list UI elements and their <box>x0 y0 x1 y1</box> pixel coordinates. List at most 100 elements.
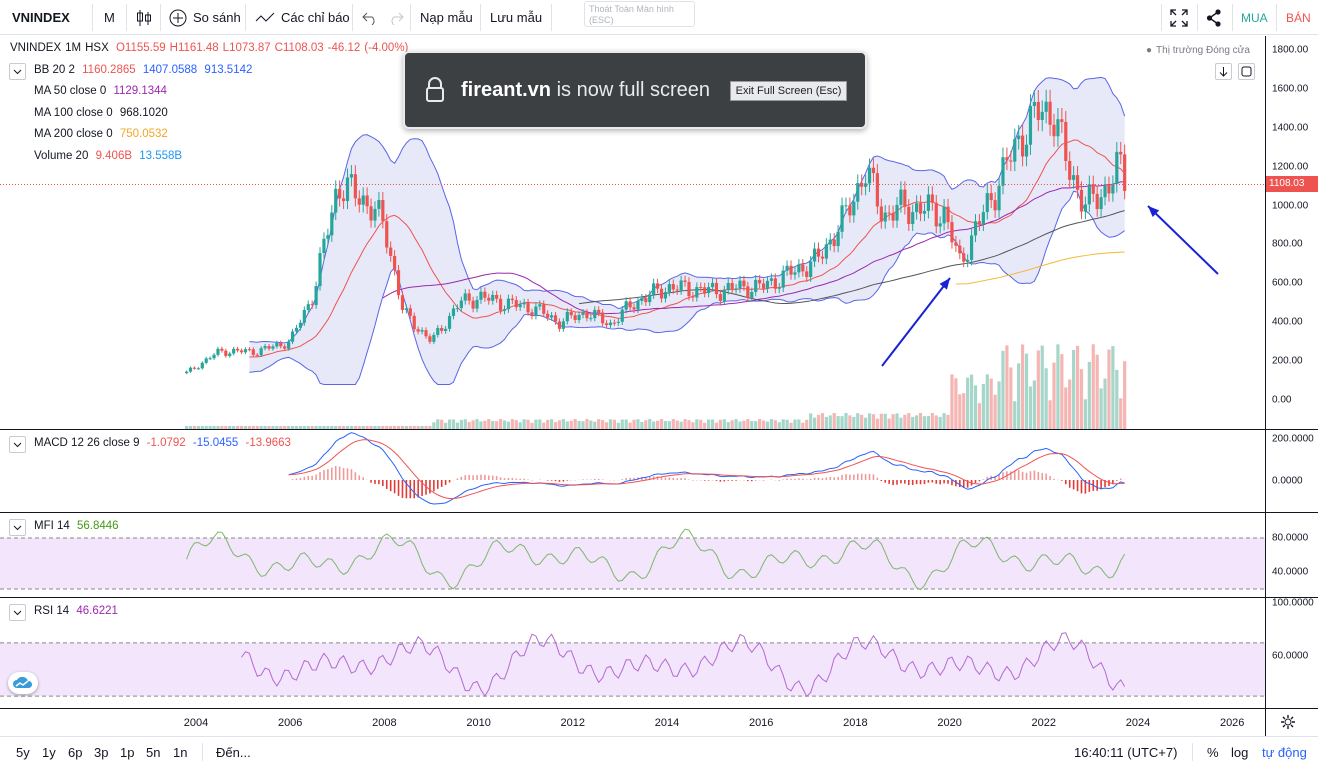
rsi-scale[interactable]: 100.0000 60.0000 <box>1265 598 1318 708</box>
candle-body <box>699 286 703 288</box>
time-axis[interactable]: 2004 2006 2008 2010 2012 2014 2016 2018 2020 2022… <box>0 708 1318 736</box>
save-template-button[interactable]: Lưu mẫu <box>490 10 543 25</box>
undo-button[interactable] <box>362 0 378 35</box>
volume-bar <box>1123 361 1127 429</box>
load-template-button[interactable]: Nạp mẫu <box>420 10 473 25</box>
candle-body <box>498 298 503 311</box>
price-pane[interactable] <box>0 36 1265 429</box>
collapse-macd-button[interactable] <box>9 436 26 453</box>
exit-fullscreen-button[interactable]: Exit Full Screen (Esc) <box>730 81 847 101</box>
sell-button[interactable]: BÁN <box>1286 10 1311 25</box>
volume-bar <box>985 374 989 429</box>
symbol-search[interactable]: VNINDEX <box>12 10 70 25</box>
ma200-legend: MA 200 close 0 750.0532 <box>34 128 172 140</box>
indicators-button[interactable]: Các chỉ báo <box>255 0 350 35</box>
candle-body <box>624 301 628 310</box>
volume-bar <box>565 421 569 429</box>
volume-bar <box>589 420 593 429</box>
collapse-legend-button[interactable] <box>9 63 26 80</box>
compare-button[interactable]: So sánh <box>169 0 241 35</box>
annotation-arrow-up-head <box>939 278 950 290</box>
volume-bar <box>765 421 770 429</box>
fireant-logo[interactable] <box>8 672 38 694</box>
interval-button[interactable]: M <box>104 10 115 25</box>
volume-bar <box>530 422 534 429</box>
volume-bar <box>1048 400 1052 429</box>
settings-gear-icon[interactable] <box>1280 714 1296 730</box>
share-button[interactable] <box>1206 0 1222 35</box>
volume-bar <box>243 426 248 429</box>
mfi-scale[interactable]: 80.0000 40.0000 <box>1265 513 1318 597</box>
scroll-to-latest-button[interactable] <box>1215 63 1232 80</box>
fullscreen-button[interactable] <box>1170 0 1188 35</box>
ma200-line <box>955 251 1125 285</box>
candle-body <box>510 298 514 301</box>
candle-body <box>997 185 1001 211</box>
volume-bar <box>1005 345 1009 429</box>
bollinger-band-fill <box>249 77 1125 385</box>
rsi-chart[interactable] <box>0 598 1265 708</box>
volume-bar <box>345 426 350 429</box>
candle-body <box>593 309 597 319</box>
reset-chart-button[interactable] <box>1238 63 1255 80</box>
candle-body <box>279 342 283 347</box>
range-5y[interactable]: 5y <box>16 745 30 760</box>
indicators-icon <box>255 12 275 22</box>
collapse-rsi-button[interactable] <box>9 604 26 621</box>
macd-chart[interactable] <box>0 430 1265 512</box>
volume-bar <box>1103 378 1107 429</box>
redo-button[interactable] <box>388 0 404 35</box>
volume-name: Volume 20 <box>34 150 89 162</box>
macd-scale[interactable]: 200.0000 0.0000 <box>1265 430 1318 512</box>
candle-body <box>895 204 899 221</box>
volume-bar <box>447 419 452 429</box>
range-1m[interactable]: 1p <box>120 745 135 760</box>
candle-body <box>573 315 577 321</box>
candle-body <box>542 304 546 314</box>
candle-body <box>1123 154 1127 191</box>
volume-bar <box>871 414 876 429</box>
buy-button[interactable]: MUA <box>1241 10 1268 25</box>
chevron-down-icon <box>13 69 22 74</box>
lock-icon <box>426 77 444 102</box>
candle-body <box>977 221 982 224</box>
candle-body <box>357 198 361 205</box>
candle-body <box>797 264 801 273</box>
candle-body <box>236 348 240 351</box>
volume-bar <box>703 422 707 429</box>
mfi-pane[interactable] <box>0 513 1265 597</box>
volume-bar <box>471 420 475 429</box>
range-1d[interactable]: 1n <box>173 745 188 760</box>
volume-bar <box>915 415 919 429</box>
volume-bar <box>844 413 848 429</box>
candle-body <box>828 239 832 245</box>
range-5d[interactable]: 5n <box>146 745 161 760</box>
volume-bar <box>761 420 766 429</box>
range-3m[interactable]: 3p <box>94 745 109 760</box>
candle-body <box>655 283 660 289</box>
goto-date-button[interactable]: Đến... <box>216 745 251 760</box>
mfi-chart[interactable] <box>0 513 1265 597</box>
macd-pane[interactable] <box>0 430 1265 512</box>
price-scale[interactable]: 1800.00 1600.00 1400.00 1200.00 1000.00 800.0… <box>1265 36 1318 429</box>
rsi-pane[interactable] <box>0 598 1265 708</box>
collapse-mfi-button[interactable] <box>9 519 26 536</box>
price-scale-label: 1000.00 <box>1272 200 1309 211</box>
exit-fullscreen-hint[interactable]: Thoát Toàn Màn hình (ESC) <box>584 1 695 27</box>
volume-bar <box>341 426 346 429</box>
volume-bar <box>294 426 299 429</box>
ma100-line <box>579 210 1125 305</box>
price-chart[interactable] <box>0 36 1265 429</box>
chart-type-button[interactable] <box>136 0 152 35</box>
volume-bar <box>824 416 828 429</box>
candle-body <box>365 195 369 207</box>
macd-legend: MACD 12 26 close 9 -1.0792 -15.0455 -13.… <box>34 437 295 449</box>
percent-scale-button[interactable]: % <box>1207 745 1219 760</box>
candle-body <box>601 312 605 324</box>
range-6m[interactable]: 6p <box>68 745 83 760</box>
candle-body <box>675 289 679 291</box>
range-1y[interactable]: 1y <box>42 745 56 760</box>
candle-body <box>251 349 255 355</box>
log-scale-button[interactable]: log <box>1231 745 1249 760</box>
auto-scale-button[interactable]: tự động <box>1262 745 1307 760</box>
